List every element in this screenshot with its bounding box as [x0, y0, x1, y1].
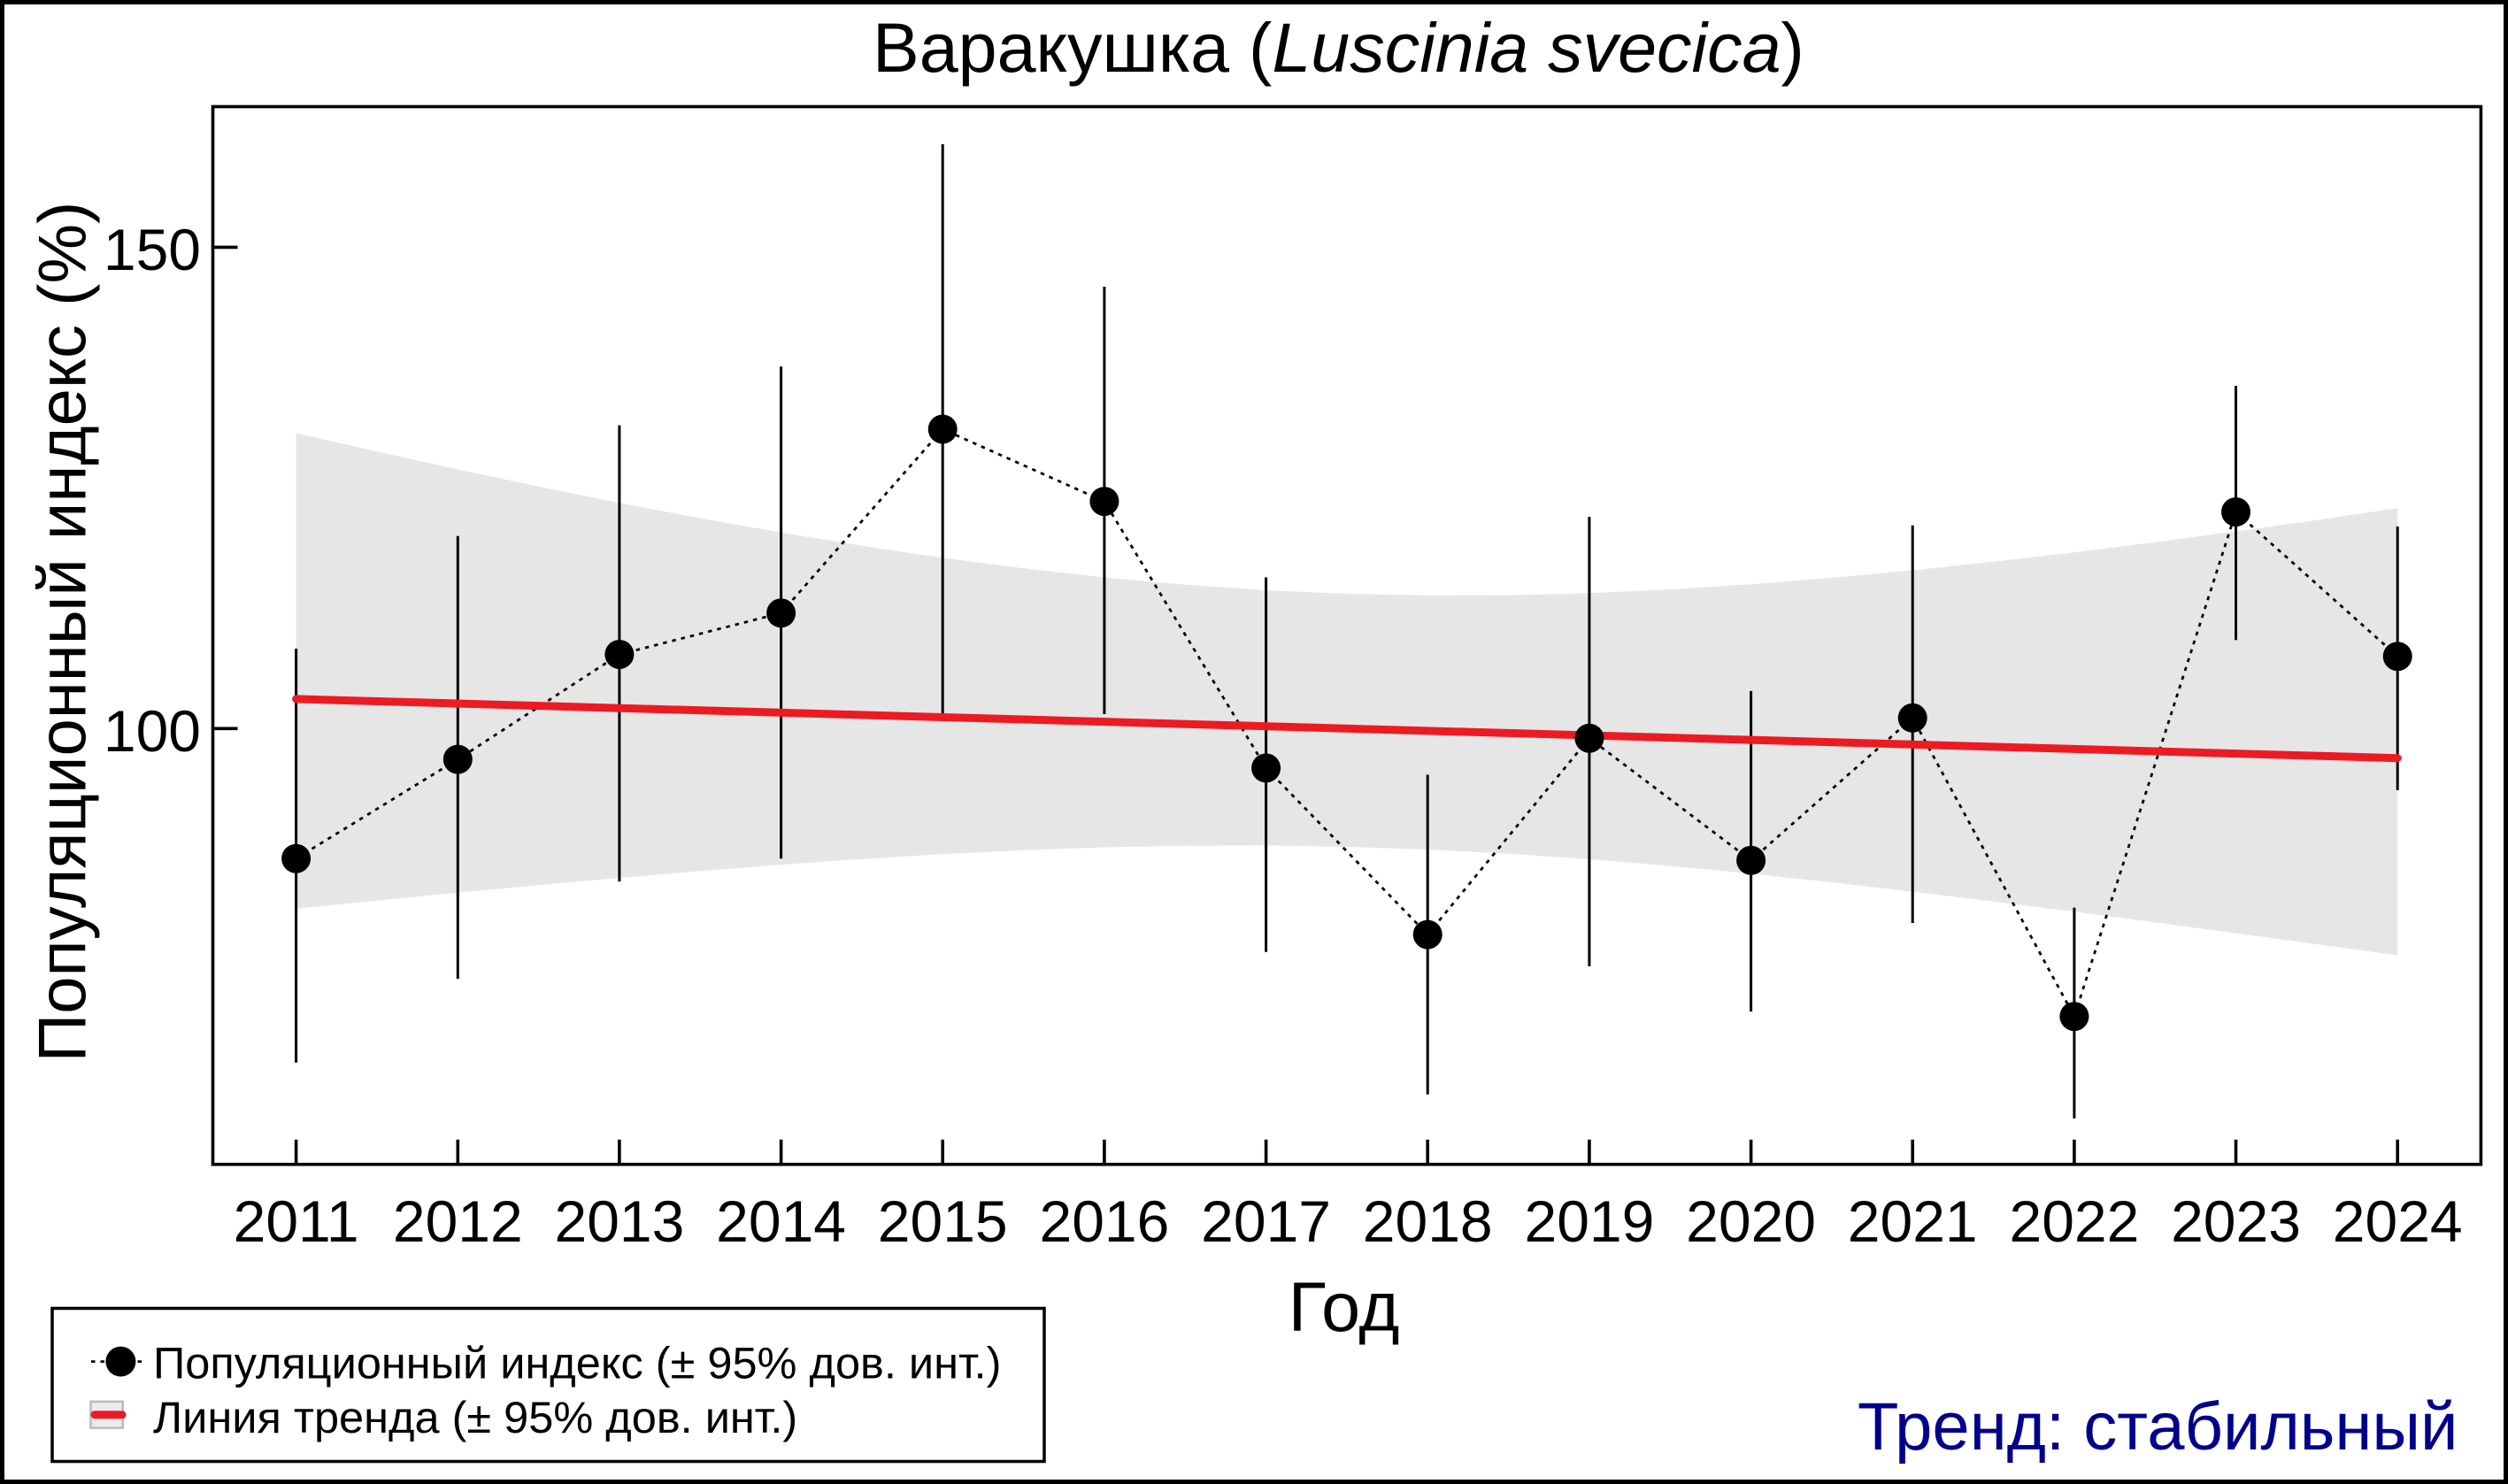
svg-text:2018: 2018 [1363, 1188, 1493, 1254]
svg-text:2014: 2014 [716, 1188, 846, 1254]
svg-text:Варакушка (Luscinia svecica): Варакушка (Luscinia svecica) [873, 8, 1804, 87]
svg-text:Год: Год [1289, 1267, 1400, 1346]
svg-text:2021: 2021 [1848, 1188, 1978, 1254]
svg-text:2011: 2011 [234, 1188, 359, 1254]
svg-text:2012: 2012 [393, 1188, 523, 1254]
svg-text:2016: 2016 [1039, 1188, 1169, 1254]
svg-text:2020: 2020 [1686, 1188, 1816, 1254]
svg-text:2019: 2019 [1524, 1188, 1654, 1254]
svg-text:Популяционный индекс (± 95% до: Популяционный индекс (± 95% дов. инт.) [153, 1338, 1001, 1388]
svg-text:2024: 2024 [2333, 1188, 2463, 1254]
svg-text:2022: 2022 [2009, 1188, 2139, 1254]
svg-text:100: 100 [104, 698, 201, 764]
svg-text:Линия тренда (± 95% дов. инт.): Линия тренда (± 95% дов. инт.) [153, 1392, 797, 1442]
svg-text:2015: 2015 [878, 1188, 1008, 1254]
svg-text:2023: 2023 [2171, 1188, 2301, 1254]
svg-text:150: 150 [104, 217, 201, 282]
svg-text:Популяционный индекс (%): Популяционный индекс (%) [26, 202, 101, 1063]
svg-text:2013: 2013 [554, 1188, 684, 1254]
svg-text:2017: 2017 [1201, 1188, 1331, 1254]
svg-text:Тренд: стабильный: Тренд: стабильный [1858, 1389, 2458, 1465]
